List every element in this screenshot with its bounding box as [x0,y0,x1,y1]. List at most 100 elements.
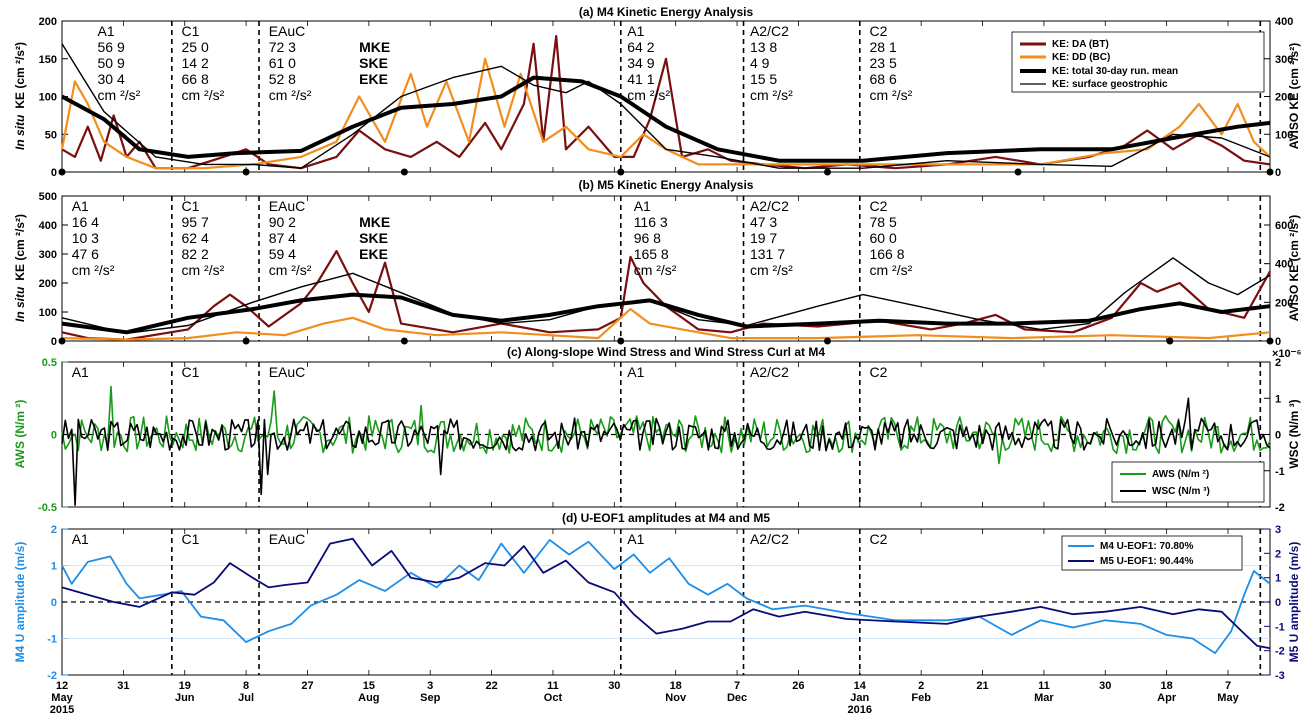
phase-label: A1 [72,531,89,547]
x-tick-month: Aug [358,692,379,704]
ke-value: 23 5 [869,55,896,71]
ke-value: cm ²/s² [750,87,793,103]
ke-value: 28 1 [869,39,896,55]
x-tick-month: Jan [850,692,869,704]
ke-value: 72 3 [269,39,296,55]
phase-label: C2 [869,198,887,214]
panel-c-phase-lines [62,362,1270,507]
panel-c-legend-box [1111,461,1265,503]
right-tick-label: -3 [1275,670,1285,682]
panel-a-legend-box [1011,31,1265,93]
left-tick-label: 200 [39,16,57,28]
ke-value: 96 8 [634,230,661,246]
panel-b-markers [58,337,1274,345]
panel-d-series [61,537,1271,654]
segment-marker [58,168,66,176]
phase-label: A1 [627,364,644,380]
left-tick-label: 2 [51,524,57,536]
x-tick-month: May [1217,692,1239,704]
panel-b-y-label-prefix: In situ [13,286,27,322]
ke-value: 82 2 [182,246,209,262]
left-tick-label: 0 [51,167,57,179]
left-tick-label: -1 [47,634,57,646]
phase-label: C2 [869,23,887,39]
ke-value: 61 0 [269,55,296,71]
x-tick-day: 31 [117,680,129,692]
ke-value: 87 4 [269,230,296,246]
phase-label: C1 [182,198,200,214]
x-tick-day: 22 [485,680,497,692]
x-tick-month: Oct [544,692,563,704]
series-line-0 [61,539,1271,654]
panel-c-annotations: A1 C1 EAuC A1 A2/C2 C2 [72,364,888,380]
ke-value: 50 9 [98,55,125,71]
panel-a-markers [58,168,1274,176]
panel-a-title: (a) M4 Kinetic Energy Analysis [579,5,754,19]
panel-b-right-ticks: 0 200 400 600 [1264,220,1293,348]
panel-d-legend-box [1061,535,1243,571]
segment-marker [400,337,408,345]
ke-value: 10 3 [72,230,99,246]
ke-value: cm ²/s² [269,87,312,103]
panel-a-right-ticks: 0 100 200 300 400 [1264,16,1293,179]
left-tick-label: 0 [51,430,57,442]
panel-b-y-label-right: AVISO KE (cm ²/s²) [1287,215,1301,321]
series-line-3 [61,43,1271,169]
x-tick-month: Dec [727,692,747,704]
left-tick-label: 0 [51,336,57,348]
ke-value: cm ²/s² [182,87,225,103]
phase-label: C1 [182,364,200,380]
ke-value: 4 9 [750,55,770,71]
x-tick-day: 18 [670,680,682,692]
x-tick-month: Nov [665,692,687,704]
ke-value: 15 5 [750,71,777,87]
panel-c-legend: AWS (N/m ²) WSC (N/m ³) [1111,461,1265,503]
phase-label: A1 [627,531,644,547]
legend-label-dd: KE: DD (BC) [1052,52,1110,63]
phase-label: A1 [72,198,89,214]
phase-label: A2/C2 [750,198,789,214]
left-tick-label: 150 [39,54,57,66]
left-tick-label: 100 [39,92,57,104]
x-tick-day: 11 [1038,680,1050,692]
ke-value: 19 7 [750,230,777,246]
phase-label: A1 [98,23,115,39]
segment-marker [617,337,625,345]
legend-label-wsc: WSC (N/m ³) [1152,486,1210,497]
ke-value: 78 5 [869,214,896,230]
panel-d: (d) U-EOF1 amplitudes at M4 and M5 -2 -1 0… [13,511,1301,682]
phase-label: A2/C2 [750,23,789,39]
ke-value: cm ²/s² [269,262,312,278]
panel-b-title: (b) M5 Kinetic Energy Analysis [579,178,754,192]
segment-marker [242,337,250,345]
x-tick-month: Apr [1157,692,1177,704]
right-tick-label: 200 [1275,92,1293,104]
ke-value: 34 9 [627,55,654,71]
ke-value: 16 4 [72,214,99,230]
legend-label-m4: M4 U-EOF1: 70.80% [1100,541,1193,552]
right-tick-label: -2 [1275,646,1285,658]
panel-a-series [60,35,1271,170]
right-tick-label: 200 [1275,297,1293,309]
left-tick-label: 400 [39,220,57,232]
segment-marker [242,168,250,176]
panel-c-right-ticks: -2 -1 0 1 2 [1264,357,1285,514]
series-line-2 [61,75,1271,163]
right-tick-label: -1 [1275,466,1285,478]
panel-d-legend: M4 U-EOF1: 70.80% M5 U-EOF1: 90.44% [1061,535,1243,571]
ke-value: cm ²/s² [627,87,670,103]
legend-label-mean: KE: total 30-day run. mean [1052,66,1178,77]
ke-value: 56 9 [98,39,125,55]
x-tick-day: 26 [792,680,804,692]
x-tick-day: 21 [976,680,988,692]
ke-value: 66 8 [182,71,209,87]
panel-a-y-label-prefix: In situ [13,114,27,150]
x-tick-year: 2015 [50,704,74,716]
segment-marker [617,168,625,176]
left-tick-label: -2 [47,670,57,682]
panel-b-left-ticks: 0 100 200 300 400 500 [39,191,1229,348]
x-tick-day: 14 [854,680,867,692]
ke-value: cm ²/s² [182,262,225,278]
panel-d-title: (d) U-EOF1 amplitudes at M4 and M5 [562,511,770,525]
